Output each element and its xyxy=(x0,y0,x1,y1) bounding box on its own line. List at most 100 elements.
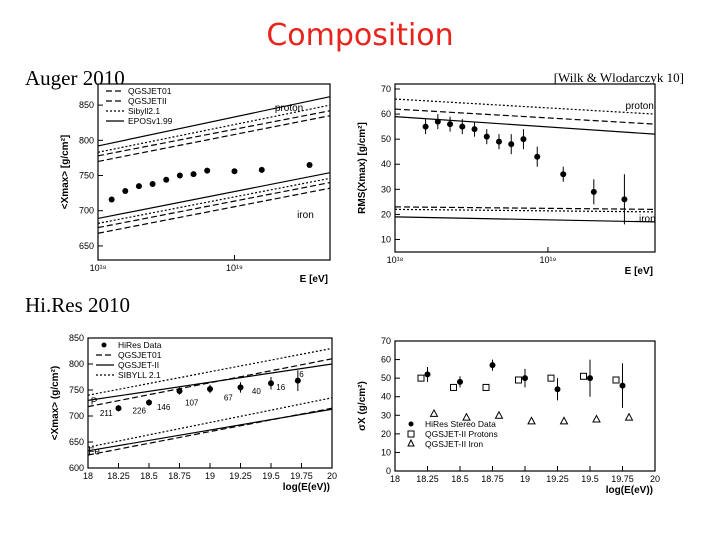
citation: [Wilk & Wlodarczyk 10] xyxy=(553,70,684,85)
y-tick-label: 650 xyxy=(79,241,94,251)
model-line xyxy=(97,96,331,147)
y-tick-label: 70 xyxy=(381,84,391,94)
model-line xyxy=(97,172,331,220)
data-point xyxy=(122,188,129,195)
x-tick-label: 19 xyxy=(520,474,530,484)
iron-point xyxy=(429,408,439,417)
model-line xyxy=(97,115,331,163)
legend-entry: QGSJETII xyxy=(128,96,167,106)
y-tick-label: 60 xyxy=(381,355,391,365)
data-point xyxy=(424,371,431,378)
x-tick-label: 18.5 xyxy=(140,471,158,481)
proton-point xyxy=(612,376,620,384)
data-point xyxy=(471,126,478,133)
y-tick-label: 50 xyxy=(381,373,391,383)
y-tick-label: 40 xyxy=(381,159,391,169)
x-tick-label: 18.25 xyxy=(416,474,439,484)
curve-annotation: iron xyxy=(297,210,314,221)
y-tick-label: 30 xyxy=(381,410,391,420)
legend-entry: EPOSv1.99 xyxy=(128,116,173,126)
data-point xyxy=(590,188,597,195)
data-point xyxy=(587,375,593,382)
data-point xyxy=(237,384,244,391)
x-tick-label: 19 xyxy=(205,471,215,481)
x-tick-label: 18.5 xyxy=(451,474,469,484)
model-line xyxy=(87,363,333,401)
y-tick-label: 700 xyxy=(69,411,84,421)
data-point xyxy=(163,176,170,183)
legend-marker xyxy=(101,342,107,348)
y-tick-label: 10 xyxy=(381,234,391,244)
x-tick-label: 20 xyxy=(327,471,337,481)
data-point xyxy=(447,121,454,128)
data-point xyxy=(149,180,156,187)
data-point xyxy=(268,380,274,387)
data-point xyxy=(204,167,211,174)
data-point xyxy=(422,123,429,130)
x-axis-label: log(E(eV)) xyxy=(606,485,653,496)
proton-point xyxy=(580,372,587,380)
data-point xyxy=(108,196,115,203)
data-point xyxy=(190,171,197,178)
data-point xyxy=(489,362,496,369)
data-point xyxy=(560,171,567,178)
legend-entry: QGSJET01 xyxy=(118,350,162,360)
y-tick-label: 70 xyxy=(381,336,391,346)
y-tick-label: 750 xyxy=(69,385,84,395)
data-point xyxy=(115,405,122,412)
legend-entry: QGSJET01 xyxy=(128,86,172,96)
model-line xyxy=(97,104,331,153)
x-tick-label: 10¹⁹ xyxy=(226,263,243,273)
slide-title: Composition xyxy=(266,18,454,53)
y-tick-label: 650 xyxy=(69,437,84,447)
y-tick-label: 30 xyxy=(381,184,391,194)
legend-entry: SIBYLL 2.1 xyxy=(118,370,161,380)
legend-marker xyxy=(408,421,414,427)
model-line xyxy=(97,181,331,229)
hires-width-chart: 0 10 20 30 40 50 60 70 18 18.25 18.5 18.75 19 19.25 19… xyxy=(357,336,660,496)
curve-annotation: proton xyxy=(275,103,303,114)
data-point xyxy=(508,141,515,148)
model-line xyxy=(97,187,331,234)
y-tick-label: 750 xyxy=(79,171,94,181)
legend-entry: QGSJET-II Protons xyxy=(425,429,498,439)
iron-point xyxy=(527,416,536,425)
model-line xyxy=(97,110,331,157)
data-point xyxy=(459,123,466,130)
iron-point xyxy=(559,416,569,425)
event-count-label: 211 xyxy=(100,409,113,418)
x-tick-label: 10¹⁸ xyxy=(387,255,404,265)
data-point xyxy=(534,153,541,160)
y-tick-label: 20 xyxy=(381,429,391,439)
y-tick-label: 600 xyxy=(69,463,84,473)
x-tick-label: 20 xyxy=(650,474,660,484)
legend-entry: QGSJET-II Iron xyxy=(425,439,483,449)
data-point xyxy=(294,377,301,384)
y-axis-label: RMS(Xmax) [g/cm²] xyxy=(357,122,368,214)
proton-point xyxy=(515,376,522,384)
iron-point xyxy=(624,412,634,421)
event-count-label: 146 xyxy=(157,403,171,412)
data-point xyxy=(434,118,441,125)
y-axis-label: <Xmax> (g/cm²) xyxy=(50,366,61,440)
x-tick-label: 18 xyxy=(83,471,93,481)
event-count-label: 6 xyxy=(299,370,304,379)
x-tick-label: 19.5 xyxy=(581,474,599,484)
x-tick-label: 19.75 xyxy=(290,471,313,481)
model-line xyxy=(87,408,333,452)
y-tick-label: 40 xyxy=(381,392,391,402)
y-tick-label: 800 xyxy=(79,135,94,145)
y-axis-label: <Xmax> [g/cm²] xyxy=(60,135,71,209)
data-point xyxy=(146,399,152,406)
y-tick-label: 50 xyxy=(381,134,391,144)
x-axis-label: E [eV] xyxy=(625,266,653,276)
plot-frame xyxy=(87,337,333,469)
x-tick-label: 10¹⁸ xyxy=(90,263,107,273)
x-tick-label: 18.75 xyxy=(168,471,191,481)
iron-point xyxy=(592,414,601,423)
data-point xyxy=(306,161,313,168)
proton-point xyxy=(482,383,490,391)
data-point xyxy=(520,136,527,143)
auger-xmax-chart: 650 700 750 800 850 10¹⁸ 10¹⁹ E [eV] <Xmax> [g/c… xyxy=(60,83,331,284)
model-line xyxy=(97,177,331,224)
